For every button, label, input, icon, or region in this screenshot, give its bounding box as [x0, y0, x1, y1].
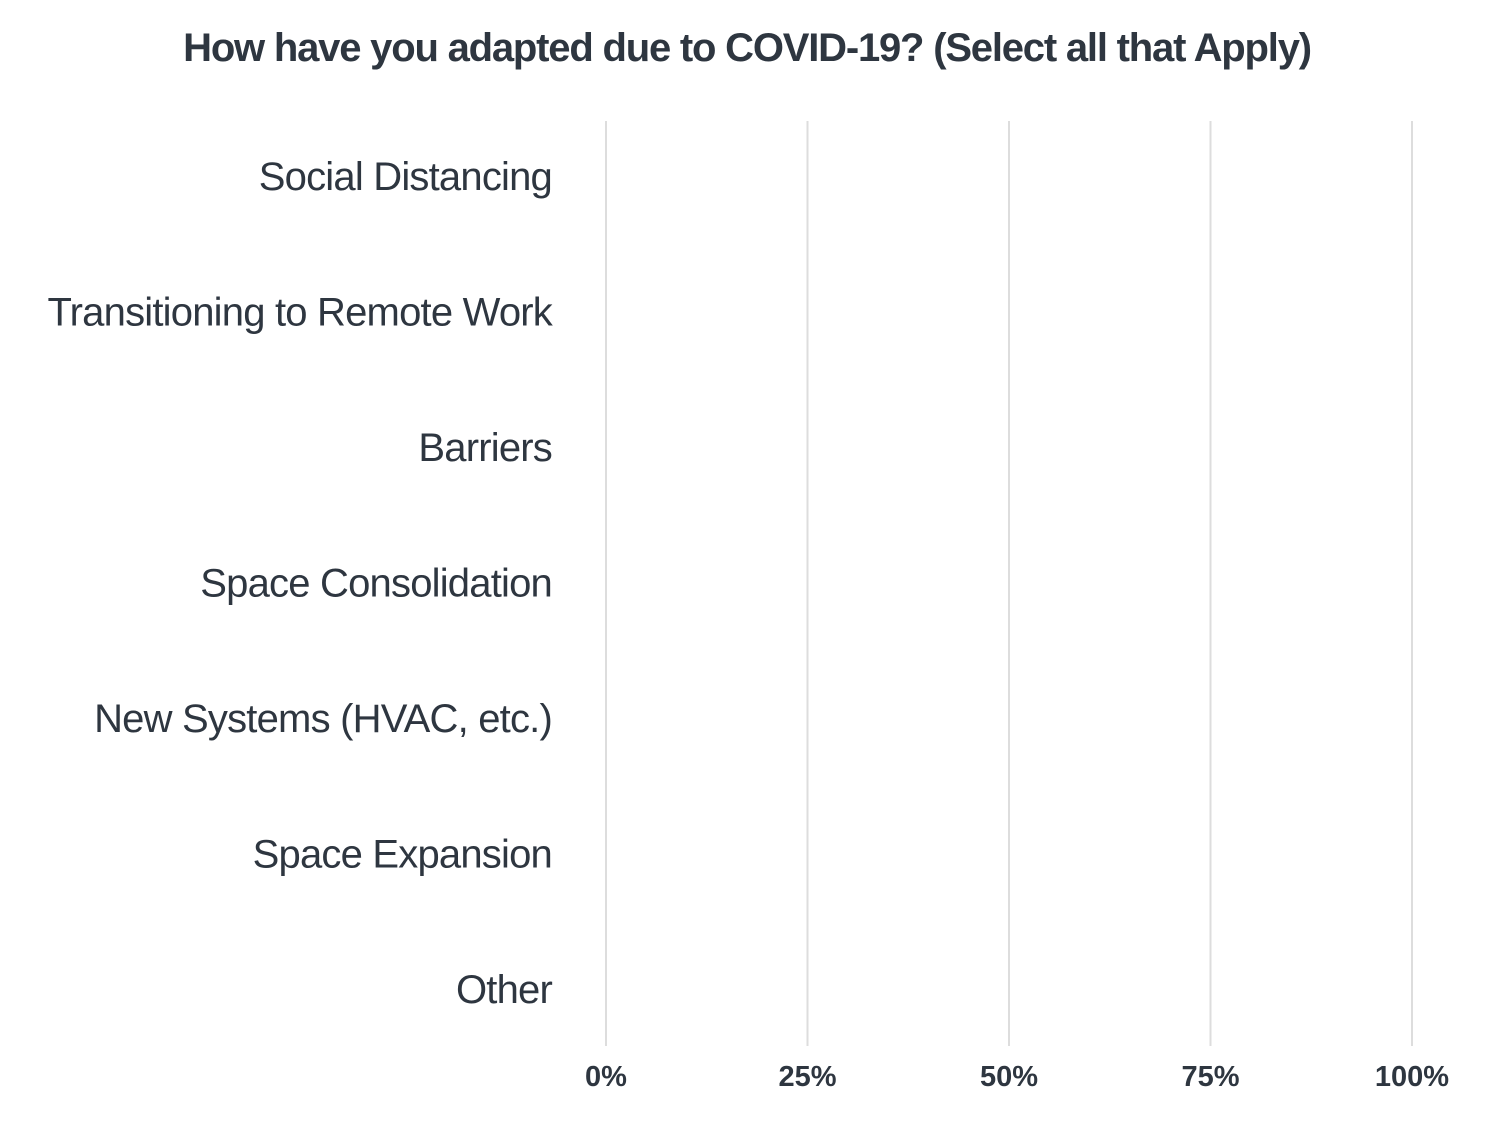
chart-title: How have you adapted due to COVID-19? (S… — [183, 26, 1312, 70]
category-label: Social Distancing — [259, 155, 552, 199]
x-tick-labels: 0% 25% 50% 75% 100% — [585, 1061, 1449, 1093]
category-label: New Systems (HVAC, etc.) — [94, 697, 552, 741]
category-label: Space Expansion — [253, 833, 552, 877]
category-label: Barriers — [418, 426, 552, 470]
x-tick-label: 50% — [980, 1061, 1038, 1093]
category-label: Other — [456, 968, 553, 1012]
x-tick-label: 25% — [778, 1061, 836, 1093]
gridlines — [605, 121, 1413, 1046]
category-label: Transitioning to Remote Work — [48, 291, 554, 335]
category-label: Space Consolidation — [200, 562, 552, 606]
category-labels: Social Distancing Transitioning to Remote… — [48, 155, 555, 1012]
x-tick-label: 100% — [1375, 1061, 1449, 1093]
x-tick-label: 0% — [585, 1061, 627, 1093]
x-tick-label: 75% — [1181, 1061, 1239, 1093]
